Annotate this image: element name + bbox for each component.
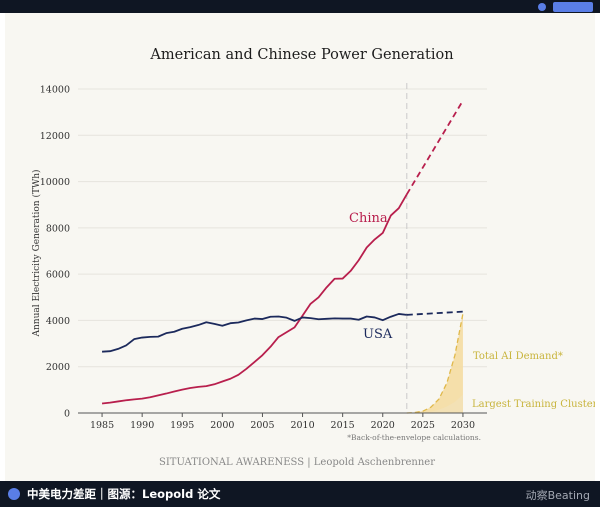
circle-icon: [8, 488, 20, 500]
y-axis-title: Annual Electricity Generation (TWh): [31, 169, 42, 337]
grid-lines: [78, 88, 487, 414]
y-tick-label: 0: [64, 409, 70, 420]
y-tick-label: 14000: [40, 85, 70, 96]
x-tick-label: 1995: [170, 420, 194, 431]
y-tick-label: 8000: [46, 223, 70, 234]
usa-line: [102, 313, 407, 353]
banner-caption: 中美电力差距｜图源：Leopold 论文: [27, 487, 221, 501]
china-projection-line: [406, 100, 464, 195]
power-generation-chart: American and Chinese Power Generation 0 2…: [31, 47, 595, 468]
x-tick-label: 1985: [90, 420, 114, 431]
footnote: *Back-of-the-envelope calculations.: [347, 433, 481, 442]
total-ai-demand-label: Total AI Demand*: [473, 351, 563, 362]
ai-demand-areas: [406, 313, 463, 413]
x-tick-label: 2015: [331, 420, 355, 431]
usa-series-label: USA: [363, 327, 393, 342]
y-tick-label: 4000: [46, 316, 70, 327]
total-ai-demand-line: [406, 313, 464, 414]
y-tick-label: 10000: [40, 177, 70, 188]
top-dot-icon: [538, 3, 546, 11]
y-tick-label: 12000: [40, 131, 70, 142]
x-tick-label: 2000: [210, 420, 234, 431]
x-tick-label: 1990: [130, 420, 154, 431]
bottom-banner: 中美电力差距｜图源：Leopold 论文 动察Beating: [0, 481, 600, 507]
top-banner: [0, 0, 600, 13]
series-lines: [101, 100, 464, 414]
axis-ticks: 0 2000 4000 6000 8000 10000 12000 14000 1985 1990…: [40, 85, 487, 431]
total-ai-demand-area: [406, 313, 463, 413]
y-tick-label: 6000: [46, 270, 70, 281]
usa-projection-line: [406, 310, 463, 316]
brand-watermark: 动察Beating: [525, 489, 590, 502]
chart-title: American and Chinese Power Generation: [149, 47, 453, 63]
china-line: [101, 193, 408, 405]
chart-credit: SITUATIONAL AWARENESS | Leopold Aschenbr…: [159, 457, 435, 468]
x-tick-label: 2020: [371, 420, 395, 431]
largest-training-cluster-label: Largest Training Cluster*: [472, 399, 595, 410]
x-tick-label: 2010: [290, 420, 314, 431]
top-bar-indicator: [553, 2, 593, 12]
x-tick-label: 2025: [411, 420, 435, 431]
china-series-label: China: [349, 211, 388, 226]
x-tick-label: 2005: [250, 420, 274, 431]
x-tick-label: 2030: [451, 420, 475, 431]
y-tick-label: 2000: [46, 362, 70, 373]
chart-card: American and Chinese Power Generation 0 2…: [5, 13, 595, 481]
largest-training-cluster-area: [406, 394, 463, 413]
